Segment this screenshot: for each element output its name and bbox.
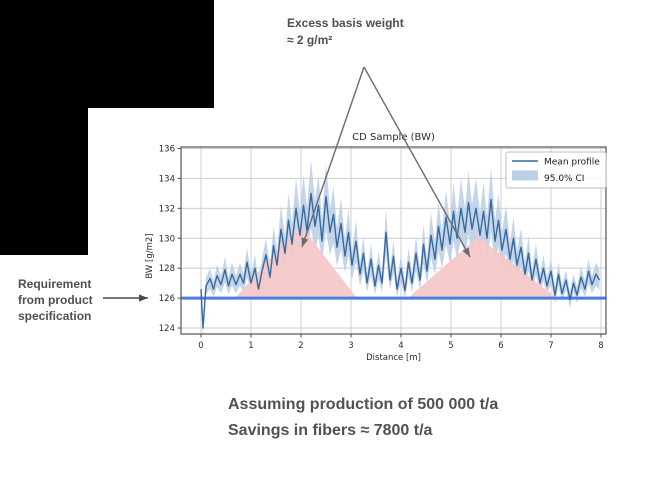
excess-annotation-line2: ≈ 2 g/m² <box>287 33 333 47</box>
y-axis-label: BW [g/m2] <box>145 233 155 278</box>
requirement-annotation-line3: specification <box>18 309 92 323</box>
savings-summary-line2: Savings in fibers ≈ 7800 t/a <box>228 422 433 439</box>
chart-title: CD Sample (BW) <box>352 132 435 143</box>
tick-label-y: 128 <box>159 264 175 274</box>
excess-arrow-right-line <box>363 66 471 258</box>
mean-profile-line <box>200 192 601 329</box>
tick-label-x: 8 <box>598 341 603 351</box>
tick-label-x: 3 <box>348 341 353 351</box>
requirement-arrow-head <box>139 294 148 302</box>
tick-label-y: 134 <box>159 174 175 184</box>
excess-arrow-left-head <box>301 237 309 247</box>
requirement-annotation-line1: Requirement <box>18 277 92 291</box>
tick-label-x: 2 <box>298 341 303 351</box>
plot-border <box>180 146 607 335</box>
tick-label-y: 130 <box>159 234 175 244</box>
excess-weight-annotation: Excess basis weight ≈ 2 g/m² <box>287 15 404 49</box>
excess-triangle-left <box>235 224 357 299</box>
tick-label-x: 1 <box>248 341 253 351</box>
excess-triangle-right <box>408 236 557 299</box>
legend-label-ci: 95.0% CI <box>544 174 584 184</box>
savings-summary: Assuming production of 500 000 t/a Savin… <box>228 392 498 444</box>
legend-patch-swatch <box>512 170 538 181</box>
tick-label-y: 126 <box>159 294 175 304</box>
requirement-annotation: Requirement from product specification <box>18 276 93 324</box>
tick-label-x: 5 <box>448 341 453 351</box>
x-axis-label: Distance [m] <box>366 353 421 363</box>
tick-label-x: 0 <box>198 341 203 351</box>
requirement-annotation-line2: from product <box>18 293 93 307</box>
tick-label-x: 4 <box>398 341 403 351</box>
tick-label-x: 6 <box>498 341 503 351</box>
excess-annotation-line1: Excess basis weight <box>287 16 404 30</box>
tick-label-y: 136 <box>159 144 175 154</box>
legend-label-mean: Mean profile <box>544 158 600 168</box>
tick-label-y: 124 <box>159 324 175 334</box>
savings-summary-line1: Assuming production of 500 000 t/a <box>228 396 499 413</box>
tick-label-y: 132 <box>159 204 175 214</box>
black-mask-left <box>0 0 88 255</box>
excess-arrow-left-line <box>301 66 365 248</box>
tick-label-x: 7 <box>548 341 553 351</box>
excess-arrow-right-head <box>462 247 470 257</box>
